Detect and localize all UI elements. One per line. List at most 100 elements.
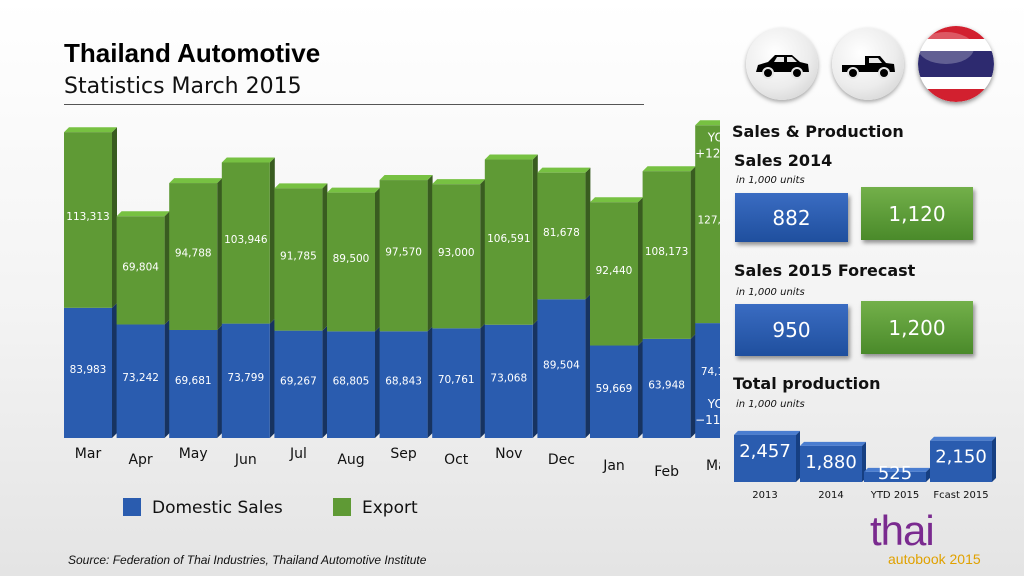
production-bar-top: [864, 467, 930, 472]
production-value-label: 525: [878, 463, 912, 484]
data-label-export: 69,804: [122, 261, 159, 273]
yoy-annotation-export: YOY: [707, 130, 720, 144]
production-bar: [800, 445, 862, 482]
data-label-domestic: 73,068: [490, 372, 527, 384]
bar-top-export: [221, 157, 275, 163]
chart-subtitle: Statistics March 2015: [64, 74, 302, 99]
bar-domestic: [590, 345, 638, 438]
data-label-domestic: 83,983: [70, 364, 107, 376]
forecast-2015-domestic-box: 950: [735, 304, 848, 356]
bar-domestic: [169, 329, 218, 438]
bar-side-export: [585, 167, 591, 300]
data-label-export: 89,500: [333, 253, 370, 265]
bar-side-export: [217, 178, 223, 330]
data-label-domestic: 89,504: [543, 360, 580, 372]
x-tick-label: Dec: [548, 452, 575, 468]
bar-export: [432, 184, 481, 329]
bar-top-export: [695, 120, 720, 126]
brand-logo-thai: thai: [870, 507, 935, 554]
x-tick-label: Oct: [444, 452, 469, 468]
bar-side-export: [164, 211, 170, 325]
production-unit: in 1,000 units: [736, 399, 805, 410]
bar-side-domestic: [585, 294, 591, 438]
data-label-export: 94,788: [175, 248, 212, 260]
production-chart: 2,457 2013 1,880 2014 525 YTD 2015 2,150 Fcast …: [734, 430, 996, 501]
bar-export: [590, 202, 638, 346]
bar-top-export: [432, 179, 486, 185]
production-bar: [734, 434, 796, 482]
legend-swatch-domestic: [123, 498, 141, 516]
x-tick-label: Jun: [234, 452, 257, 468]
sales-2014-export-box: 1,120: [861, 187, 973, 240]
bar-domestic: [221, 323, 270, 438]
bar-export: [537, 172, 586, 300]
bar-side-export: [112, 127, 117, 308]
bar-side-domestic: [164, 319, 170, 438]
x-tick-label: Mar: [706, 458, 720, 474]
bar-side-domestic: [480, 323, 486, 438]
monthly-sales-chart: 113,313 83,983 Mar 69,804 73,242 Apr 94,788 69,…: [64, 120, 720, 480]
data-label-domestic: 63,948: [648, 379, 685, 391]
data-label-domestic: 73,242: [122, 372, 159, 384]
bar-domestic: [64, 307, 112, 438]
x-tick-label: Sep: [390, 446, 417, 462]
production-bar-side: [926, 467, 930, 482]
production-bar: [864, 471, 926, 482]
bar-side-domestic: [690, 333, 696, 438]
data-label-export: 106,591: [487, 233, 530, 245]
bar-export: [379, 180, 428, 332]
bar-domestic: [484, 324, 533, 438]
bar-domestic: [695, 323, 720, 438]
bar-domestic: [274, 330, 323, 438]
bar-side-export: [269, 157, 275, 324]
production-bar-top: [930, 436, 996, 441]
bar-export: [169, 183, 218, 330]
production-x-label: YTD 2015: [870, 490, 920, 501]
bar-side-domestic: [112, 302, 117, 438]
data-label-domestic: 69,681: [175, 375, 212, 387]
data-label-domestic: 68,805: [333, 376, 370, 388]
title-divider: [64, 104, 644, 105]
sedan-car-icon: [746, 28, 818, 100]
bar-domestic: [432, 328, 481, 438]
forecast-2015-export-box: 1,200: [861, 301, 973, 354]
bar-domestic: [116, 324, 165, 438]
bar-side-domestic: [269, 318, 275, 438]
legend-swatch-export: [333, 498, 351, 516]
bar-top-export: [484, 154, 538, 160]
data-label-export: 97,570: [385, 247, 422, 259]
x-tick-label: Jan: [602, 458, 625, 474]
production-bar-top: [800, 441, 866, 446]
bar-side-domestic: [217, 324, 223, 438]
bar-top-export: [379, 175, 433, 181]
data-label-domestic: 70,761: [438, 374, 475, 386]
bar-side-domestic: [322, 325, 328, 438]
production-bar-side: [796, 430, 800, 482]
bar-side-domestic: [375, 326, 380, 438]
bar-side-export: [375, 187, 380, 332]
data-label-domestic: 69,267: [280, 375, 317, 387]
bar-side-export: [427, 175, 433, 332]
production-x-label: 2013: [752, 490, 777, 501]
production-value-label: 2,457: [739, 441, 791, 462]
x-tick-label: Apr: [128, 452, 152, 468]
forecast-2015-unit: in 1,000 units: [736, 287, 805, 298]
pickup-truck-icon: [832, 28, 904, 100]
bar-export: [274, 188, 323, 331]
bar-export: [695, 125, 720, 324]
data-label-domestic: 73,799: [227, 372, 264, 384]
x-tick-label: Nov: [495, 446, 522, 462]
bar-export: [327, 192, 375, 332]
bar-domestic: [379, 331, 428, 438]
sales-2014-title: Sales 2014: [734, 151, 833, 170]
bar-domestic: [327, 331, 375, 438]
bar-side-export: [532, 154, 538, 325]
source-note: Source: Federation of Thai Industries, T…: [68, 553, 427, 567]
production-x-label: 2014: [818, 490, 843, 501]
production-x-label: Fcast 2015: [933, 490, 988, 501]
sales-2014-unit: in 1,000 units: [736, 175, 805, 186]
bar-export: [116, 216, 165, 325]
legend-label-domestic: Domestic Sales: [152, 498, 283, 518]
x-tick-label: Mar: [75, 446, 102, 462]
bar-side-domestic: [427, 326, 433, 438]
